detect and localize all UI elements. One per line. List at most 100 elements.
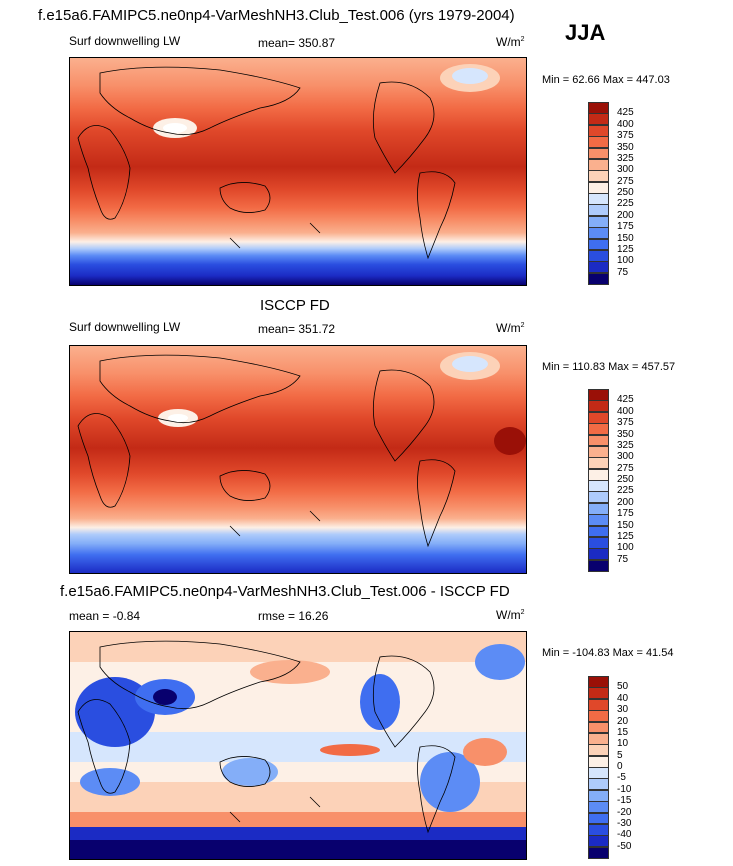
- colorbar-tick-label: 175: [617, 221, 634, 233]
- colorbar-model: 425 400 375 350 325 300 275 250 225 200 175 150 125 1…: [588, 102, 634, 285]
- colorbar-tick-label: 10: [617, 738, 629, 750]
- colorbar-swatch: [588, 227, 609, 239]
- colorbar-tick-label: 150: [617, 232, 634, 244]
- colorbar-tick-label: -50: [617, 840, 632, 852]
- panel-minmax-diff: Min = -104.83 Max = 41.54: [542, 647, 674, 659]
- colorbar-tick-label: 20: [617, 715, 629, 727]
- colorbar-swatch: [588, 147, 609, 160]
- colorbar-tick-label: 275: [617, 462, 634, 474]
- panel-mean-model: mean= 350.87: [258, 36, 336, 50]
- colorbar-swatch: [588, 548, 609, 561]
- colorbar-swatch: [588, 181, 609, 194]
- colorbar-swatch: [588, 744, 609, 757]
- colorbar-swatch: [588, 249, 609, 262]
- colorbar-swatch: [588, 102, 609, 114]
- colorbar-swatch: [588, 789, 609, 802]
- colorbar-tick-label: -15: [617, 795, 632, 807]
- colorbar-swatch: [588, 732, 609, 745]
- colorbar-swatch: [588, 536, 609, 549]
- panel-minmax-obs: Min = 110.83 Max = 457.57: [542, 361, 676, 373]
- panel-mean-obs: mean= 351.72: [258, 322, 336, 336]
- colorbar-swatch: [588, 823, 609, 836]
- colorbar-tick-label: 30: [617, 704, 629, 716]
- panel-minmax-model: Min = 62.66 Max = 447.03: [542, 74, 670, 86]
- colorbar-swatch: [588, 445, 609, 458]
- colorbar-swatch: [588, 215, 609, 228]
- panel-title-model: f.e15a6.FAMIPC5.ne0np4-VarMeshNH3.Club_T…: [38, 7, 515, 24]
- season-label: JJA: [565, 20, 606, 45]
- colorbar-tick-label: 40: [617, 692, 629, 704]
- colorbar-tick-label: -40: [617, 829, 632, 841]
- map-obs: [69, 345, 527, 574]
- colorbar-swatch: [588, 204, 609, 217]
- colorbar-swatch: [588, 261, 609, 274]
- map-model: [69, 57, 527, 286]
- colorbar-swatch: [588, 687, 609, 700]
- colorbar-swatch: [588, 755, 609, 768]
- colorbar-tick-label: 100: [617, 542, 634, 554]
- colorbar-tick-label: 225: [617, 198, 634, 210]
- colorbar-tick-label: 375: [617, 130, 634, 142]
- colorbar-swatch: [588, 491, 609, 504]
- colorbar-swatch: [588, 721, 609, 734]
- colorbar-swatch: [588, 136, 609, 148]
- colorbar-tick-label: 350: [617, 428, 634, 440]
- colorbar-tick-label: 300: [617, 164, 634, 176]
- panel-title-obs: ISCCP FD: [260, 297, 330, 314]
- colorbar-swatch: [588, 457, 609, 470]
- colorbar-tick-label: 400: [617, 405, 634, 417]
- colorbar-swatch: [588, 559, 609, 572]
- colorbar-tick-label: 125: [617, 530, 634, 542]
- colorbar-tick-label: 425: [617, 394, 634, 406]
- colorbar-swatch: [588, 193, 609, 205]
- colorbar-swatch: [588, 389, 609, 401]
- colorbar-tick-label: 50: [617, 681, 629, 693]
- colorbar-tick-label: 325: [617, 439, 634, 451]
- colorbar-tick-label: 250: [617, 187, 634, 198]
- colorbar-tick-label: 75: [617, 266, 629, 278]
- map-diff: [69, 631, 527, 860]
- colorbar-swatch: [588, 525, 609, 538]
- colorbar-tick-label: 325: [617, 152, 634, 164]
- colorbar-swatch: [588, 676, 609, 688]
- colorbar-swatch: [588, 801, 609, 813]
- panel-rmse-diff: rmse = 16.26: [258, 609, 329, 623]
- colorbar-swatch: [588, 812, 609, 825]
- panel-mean-diff: mean = -0.84: [69, 609, 141, 623]
- colorbar-tick-label: 75: [617, 553, 629, 565]
- colorbar-tick-label: 400: [617, 118, 634, 130]
- colorbar-swatch: [588, 423, 609, 435]
- colorbar-tick-label: 250: [617, 474, 634, 485]
- colorbar-swatch: [588, 170, 609, 183]
- colorbar-swatch: [588, 158, 609, 171]
- colorbar-tick-label: 150: [617, 519, 634, 531]
- colorbar-tick-label: 425: [617, 107, 634, 119]
- colorbar-tick-label: 125: [617, 243, 634, 255]
- colorbar-diff: 50 40 30 20 15 10 5 0 -5 -10 -15 -20 -30 -40 -50: [588, 676, 631, 859]
- colorbar-swatch: [588, 113, 609, 126]
- colorbar-tick-label: 200: [617, 209, 634, 221]
- colorbar-tick-label: -20: [617, 806, 632, 818]
- colorbar-tick-label: 225: [617, 485, 634, 497]
- colorbar-swatch: [588, 698, 609, 711]
- panel-units-obs: W/m2: [496, 321, 525, 335]
- colorbar-swatch: [588, 778, 609, 791]
- panel-title-diff: f.e15a6.FAMIPC5.ne0np4-VarMeshNH3.Club_T…: [60, 583, 510, 600]
- colorbar-swatch: [588, 767, 609, 779]
- colorbar-tick-label: 100: [617, 255, 634, 267]
- colorbar-swatch: [588, 480, 609, 492]
- panel-variable-obs: Surf downwelling LW: [69, 320, 181, 334]
- colorbar-swatch: [588, 710, 609, 722]
- colorbar-swatch: [588, 434, 609, 447]
- colorbar-tick-label: 275: [617, 175, 634, 187]
- colorbar-swatch: [588, 835, 609, 848]
- colorbar-tick-label: 0: [617, 761, 623, 772]
- colorbar-swatch: [588, 502, 609, 515]
- colorbar-tick-label: -30: [617, 817, 632, 829]
- colorbar-swatch: [588, 846, 609, 859]
- panel-units-diff: W/m2: [496, 608, 525, 622]
- colorbar-tick-label: 15: [617, 726, 629, 738]
- colorbar-tick-label: 300: [617, 451, 634, 463]
- colorbar-obs: 425 400 375 350 325 300 275 250 225 200 175 150 125 1…: [588, 389, 634, 572]
- colorbar-tick-label: -5: [617, 772, 626, 784]
